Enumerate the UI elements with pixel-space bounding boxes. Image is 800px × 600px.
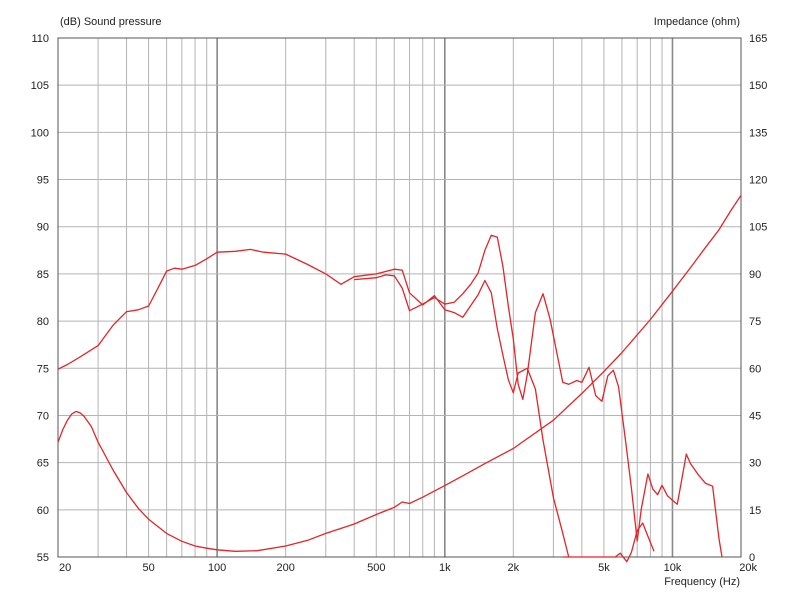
series-line-3 xyxy=(354,234,723,558)
y-right-tick-label: 75 xyxy=(749,316,761,328)
tick-labels: 55 60 65 70 75 80 85 90 95 100 105 110 0 15 30 45 60 75 90… xyxy=(31,33,768,574)
y-right-tick-label: 120 xyxy=(749,175,767,187)
y-left-tick-label: 70 xyxy=(37,410,49,422)
y-left-tick-label: 75 xyxy=(37,363,49,375)
y-left-tick-label: 95 xyxy=(37,175,49,187)
y-right-tick-label: 45 xyxy=(749,410,761,422)
y-left-tick-label: 90 xyxy=(37,222,49,234)
y-right-tick-label: 60 xyxy=(749,363,761,375)
y-right-tick-label: 30 xyxy=(749,458,761,470)
y-right-tick-label: 150 xyxy=(749,80,767,92)
x-tick-label: 20 xyxy=(59,562,71,574)
series-line-4 xyxy=(57,194,742,552)
plot-frame xyxy=(57,37,742,558)
series-line-2 xyxy=(562,522,655,563)
x-tick-label: 2k xyxy=(508,562,520,574)
y-left-tick-label: 55 xyxy=(37,552,49,564)
right-axis-title: Impedance (ohm) xyxy=(654,16,740,28)
x-tick-label: 100 xyxy=(208,562,226,574)
y-left-tick-label: 85 xyxy=(37,269,49,281)
y-left-tick-label: 80 xyxy=(37,316,49,328)
series-line-1 xyxy=(57,248,570,558)
y-right-tick-label: 135 xyxy=(749,127,767,139)
y-left-tick-label: 60 xyxy=(37,505,49,517)
x-axis-title: Frequency (Hz) xyxy=(664,576,740,588)
x-tick-label: 20k xyxy=(739,562,757,574)
grid xyxy=(58,38,741,557)
x-tick-label: 10k xyxy=(664,562,682,574)
y-left-tick-label: 110 xyxy=(31,33,49,45)
y-left-tick-label: 105 xyxy=(31,80,49,92)
y-right-tick-label: 165 xyxy=(749,33,767,45)
x-tick-label: 500 xyxy=(367,562,385,574)
x-tick-label: 200 xyxy=(276,562,294,574)
y-right-tick-label: 105 xyxy=(749,222,767,234)
y-right-tick-label: 15 xyxy=(749,505,761,517)
y-right-tick-label: 90 xyxy=(749,269,761,281)
left-axis-title: (dB) Sound pressure xyxy=(60,16,162,28)
y-right-tick-label: 0 xyxy=(749,552,755,564)
x-tick-label: 50 xyxy=(142,562,154,574)
y-left-tick-label: 100 xyxy=(31,127,49,139)
x-tick-label: 5k xyxy=(598,562,610,574)
x-tick-label: 1k xyxy=(439,562,451,574)
y-left-tick-label: 65 xyxy=(37,458,49,470)
series-group xyxy=(57,194,742,563)
